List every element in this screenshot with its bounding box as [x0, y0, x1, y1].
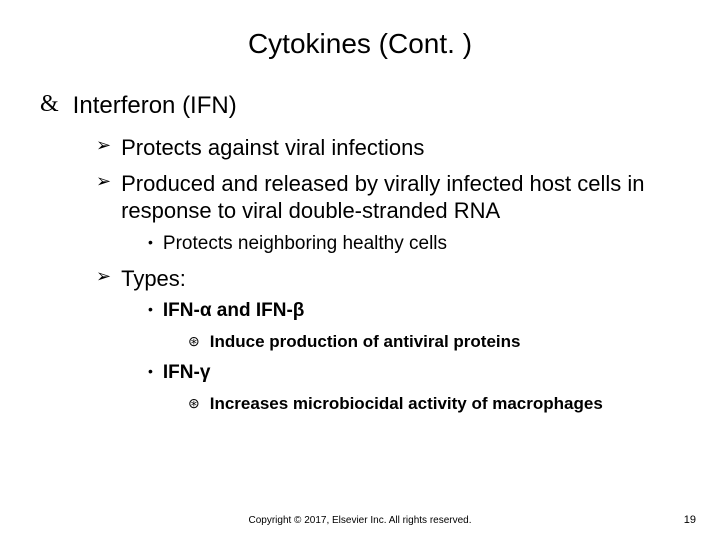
l2-text: Protects against viral infections — [121, 134, 424, 162]
list-item: ⊛ Increases microbiocidal activity of ma… — [188, 394, 680, 414]
list-item: ⊛ Induce production of antiviral protein… — [188, 332, 680, 352]
l4-text: Increases microbiocidal activity of macr… — [210, 394, 603, 414]
circled-star-icon: ⊛ — [188, 394, 200, 412]
list-item: • IFN-γ — [148, 362, 680, 384]
copyright-text: Copyright © 2017, Elsevier Inc. All righ… — [0, 515, 720, 526]
page-number: 19 — [684, 514, 696, 526]
list-item: ➢ Produced and released by virally infec… — [96, 170, 680, 225]
slide: Cytokines (Cont. ) & Interferon (IFN) ➢ … — [0, 0, 720, 540]
l3-text: IFN-γ — [163, 362, 211, 384]
chevron-right-icon: ➢ — [96, 134, 111, 157]
list-item: & Interferon (IFN) — [40, 92, 680, 120]
dot-icon: • — [148, 300, 153, 320]
list-item: • IFN-α and IFN-β — [148, 300, 680, 322]
slide-title: Cytokines (Cont. ) — [40, 28, 680, 60]
dot-icon: • — [148, 362, 153, 382]
bullet-icon: & — [40, 92, 59, 116]
l3-text: Protects neighboring healthy cells — [163, 233, 447, 255]
chevron-right-icon: ➢ — [96, 170, 111, 193]
l2-text: Types: — [121, 265, 186, 293]
chevron-right-icon: ➢ — [96, 265, 111, 288]
l3-text: IFN-α and IFN-β — [163, 300, 304, 322]
dot-icon: • — [148, 233, 153, 253]
circled-star-icon: ⊛ — [188, 332, 200, 350]
list-item: • Protects neighboring healthy cells — [148, 233, 680, 255]
l1-text: Interferon (IFN) — [73, 92, 237, 120]
list-item: ➢ Types: — [96, 265, 680, 293]
l4-text: Induce production of antiviral proteins — [210, 332, 521, 352]
l2-text: Produced and released by virally infecte… — [121, 170, 680, 225]
list-item: ➢ Protects against viral infections — [96, 134, 680, 162]
